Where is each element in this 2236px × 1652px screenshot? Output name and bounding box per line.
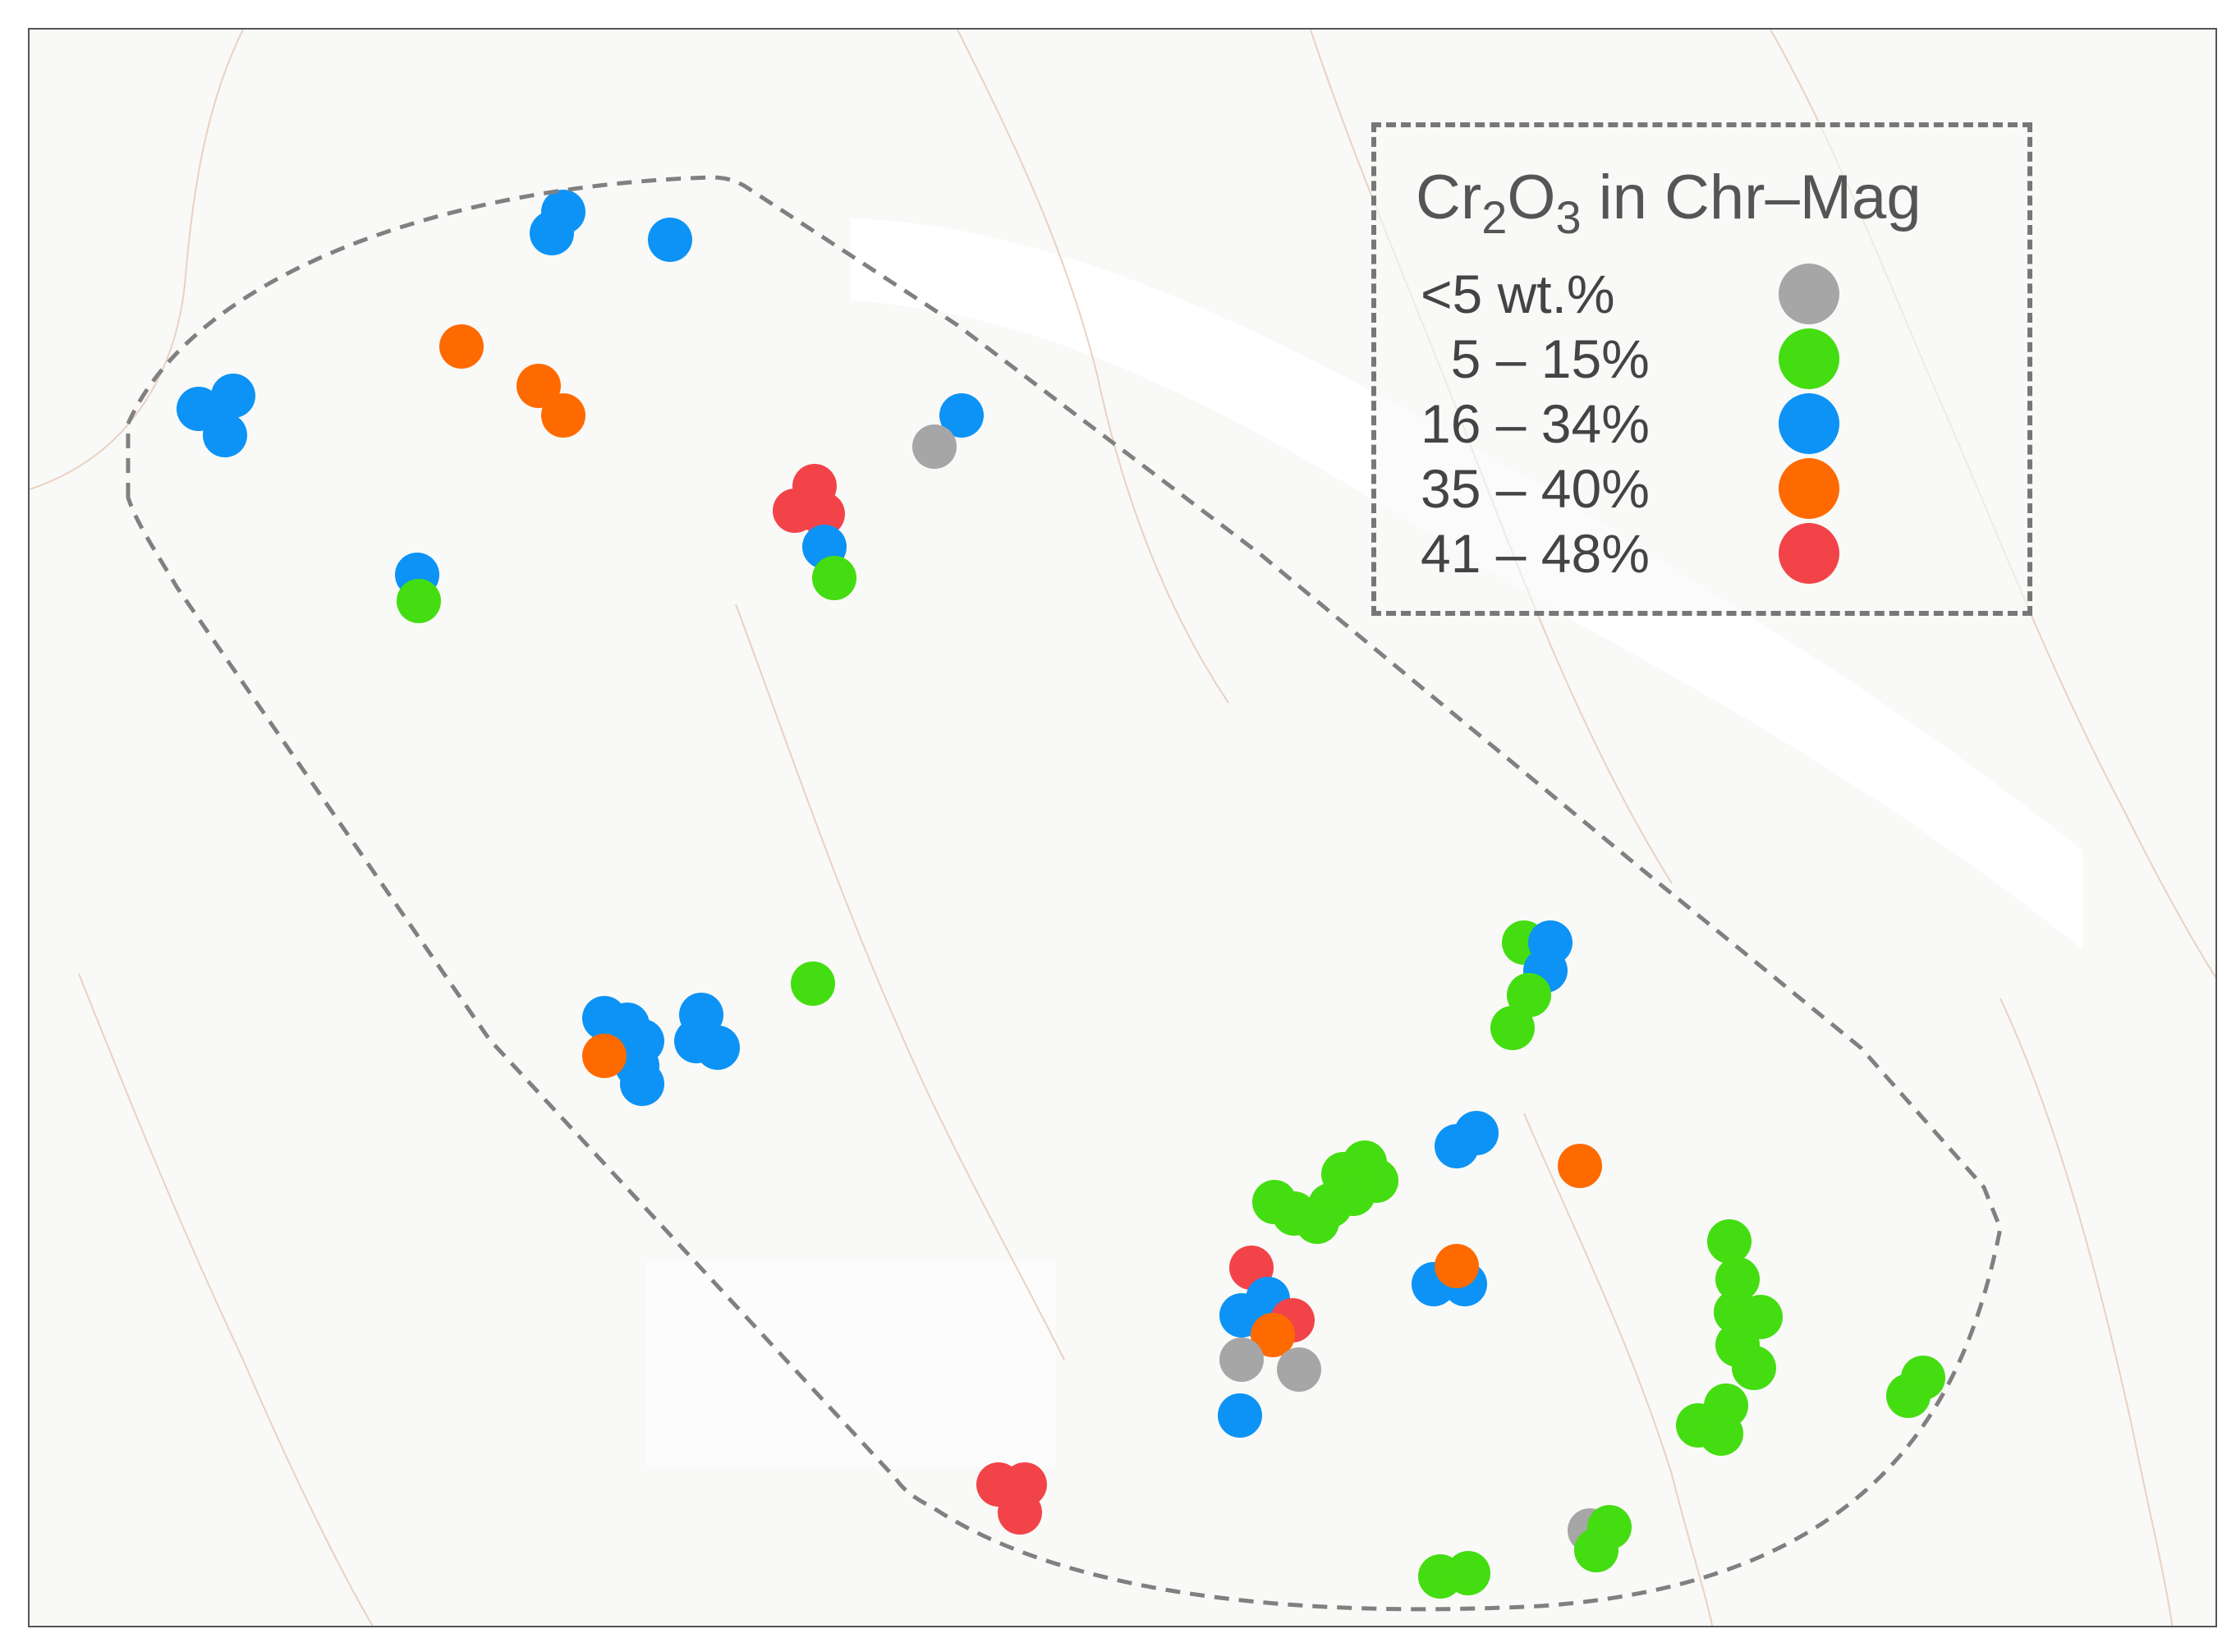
sample-point-green (1886, 1374, 1931, 1418)
legend-item-35-40: 35 – 40% (1421, 458, 2012, 519)
sample-point-green (1707, 1219, 1752, 1264)
sample-point-blue (1218, 1393, 1262, 1438)
sample-point-blue (530, 211, 574, 255)
sample-point-blue (620, 1062, 664, 1106)
sample-point-orange (517, 364, 561, 408)
sample-point-green (1446, 1551, 1490, 1595)
sample-point-red (998, 1490, 1042, 1535)
sample-point-green (1490, 1006, 1535, 1050)
sample-point-gray (1219, 1338, 1264, 1382)
sample-point-gray (912, 424, 957, 469)
sample-point-green (1732, 1346, 1776, 1390)
legend-label: 16 – 34% (1421, 393, 1650, 454)
sample-point-blue (211, 374, 255, 418)
sample-point-orange (541, 393, 585, 438)
map-frame: Cr2O3 in Chr–Mag <5 wt.% 5 – 15% 16 – 34… (28, 28, 2217, 1627)
sample-point-orange (439, 324, 484, 369)
legend-item-lt5: <5 wt.% (1421, 264, 2012, 324)
sample-points (177, 190, 1945, 1599)
sample-point-orange (1558, 1144, 1602, 1188)
sample-point-blue (696, 1026, 740, 1070)
sample-point-green (791, 961, 835, 1006)
legend: Cr2O3 in Chr–Mag <5 wt.% 5 – 15% 16 – 34… (1371, 122, 2032, 616)
sample-point-orange (1435, 1244, 1479, 1288)
orange-dot-icon (1779, 458, 1839, 519)
legend-label: 35 – 40% (1421, 458, 1650, 519)
sample-point-orange (1251, 1313, 1295, 1357)
sample-point-blue (648, 218, 692, 262)
green-dot-icon (1779, 328, 1839, 389)
legend-item-41-48: 41 – 48% (1421, 523, 2012, 584)
sample-point-green (812, 556, 856, 600)
legend-item-5-15: 5 – 15% (1421, 328, 2012, 389)
sample-point-green (1272, 1191, 1316, 1236)
map-canvas (30, 30, 2215, 1626)
legend-item-16-34: 16 – 34% (1421, 393, 2012, 454)
red-dot-icon (1779, 523, 1839, 584)
sample-point-gray (1277, 1347, 1321, 1392)
sample-point-green (397, 579, 441, 623)
blue-dot-icon (1779, 393, 1839, 454)
legend-label: 41 – 48% (1421, 523, 1650, 584)
sample-point-orange (582, 1034, 627, 1078)
sample-point-green (1574, 1528, 1618, 1572)
study-area-boundary (126, 175, 2003, 1612)
sample-point-green (1507, 973, 1551, 1017)
sample-point-blue (939, 393, 984, 438)
sample-point-blue (203, 413, 247, 457)
sample-point-blue (1435, 1124, 1479, 1168)
sample-point-green (1715, 1257, 1760, 1301)
sample-point-green (1699, 1411, 1743, 1456)
gray-dot-icon (1779, 264, 1839, 324)
legend-title: Cr2O3 in Chr–Mag (1416, 163, 1921, 243)
sample-point-red (801, 492, 845, 536)
legend-label: <5 wt.% (1421, 264, 1615, 324)
legend-label: 5 – 15% (1421, 328, 1650, 389)
